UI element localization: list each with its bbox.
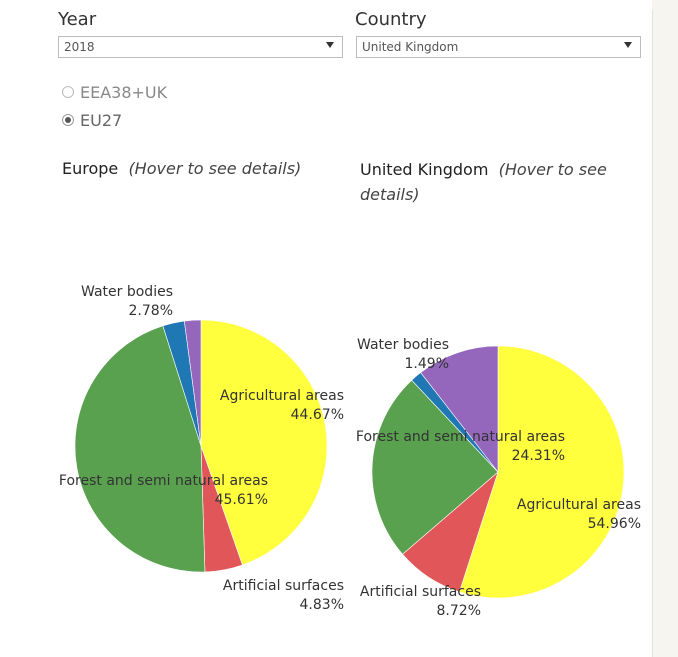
slice-name-label: Forest and semi natural areas	[59, 473, 268, 489]
slice-value-label: 8.72%	[437, 603, 481, 619]
europe-chart-title: Europe (Hover to see details)	[62, 156, 352, 181]
pie-slice[interactable]	[371, 379, 499, 555]
slice-value-label: 2.78%	[129, 303, 173, 319]
slice-name-label: Forest and semi natural areas	[356, 429, 565, 445]
year-filter-label: Year	[58, 9, 97, 30]
slice-name-label: Agricultural areas	[517, 497, 641, 513]
chart-title-text: United Kingdom	[360, 160, 489, 179]
slice-value-label: 54.96%	[588, 516, 641, 532]
slice-name-label: Artificial surfaces	[223, 578, 344, 594]
radio-eea38-uk[interactable]: EEA38+UK	[62, 81, 167, 103]
country-select[interactable]: United Kingdom	[356, 36, 641, 58]
radio-selected-icon	[62, 114, 74, 126]
slice-name-label: Agricultural areas	[220, 388, 344, 404]
radio-eu27[interactable]: EU27	[62, 109, 122, 131]
slice-value-label: 45.61%	[215, 492, 268, 508]
year-select[interactable]: 2018	[58, 36, 343, 58]
radio-unselected-icon	[62, 86, 74, 98]
slice-name-label: Water bodies	[357, 337, 449, 353]
country-chart-title: United Kingdom (Hover to see details)	[360, 157, 640, 207]
slice-value-label: 1.49%	[405, 356, 449, 372]
chart-hint: (Hover to see details)	[360, 160, 607, 204]
pie-slice[interactable]	[74, 325, 206, 573]
slice-name-label: Water bodies	[81, 284, 173, 300]
slice-value-label: 24.31%	[512, 448, 565, 464]
pie-slice[interactable]	[458, 345, 625, 599]
country-select-value: United Kingdom	[362, 40, 459, 54]
pie-charts: Agricultural areas 44.67% Artificial surfa…	[59, 284, 641, 619]
pie-slice[interactable]	[184, 319, 202, 447]
radio-label: EU27	[80, 110, 123, 130]
year-select-value: 2018	[64, 40, 95, 54]
pie-slice[interactable]	[420, 345, 499, 473]
chevron-down-icon	[624, 42, 632, 48]
panel-divider	[652, 10, 653, 657]
chart-title-text: Europe	[62, 159, 119, 178]
slice-value-label: 4.83%	[300, 597, 344, 613]
chevron-down-icon	[326, 42, 334, 48]
country-filter-label: Country	[355, 9, 427, 30]
radio-label: EEA38+UK	[80, 82, 168, 102]
slice-value-label: 44.67%	[291, 407, 344, 423]
pie-slice[interactable]	[200, 319, 328, 566]
chart-hint: (Hover to see details)	[128, 159, 302, 178]
slice-name-label: Artificial surfaces	[360, 584, 481, 600]
